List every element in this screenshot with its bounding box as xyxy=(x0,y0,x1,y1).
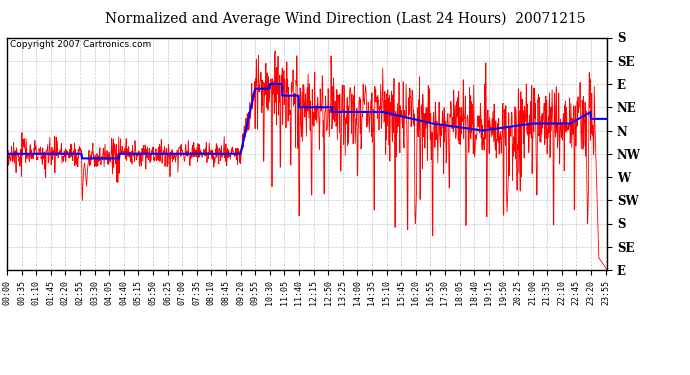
Text: Normalized and Average Wind Direction (Last 24 Hours)  20071215: Normalized and Average Wind Direction (L… xyxy=(105,11,585,26)
Text: Copyright 2007 Cartronics.com: Copyright 2007 Cartronics.com xyxy=(10,40,151,49)
